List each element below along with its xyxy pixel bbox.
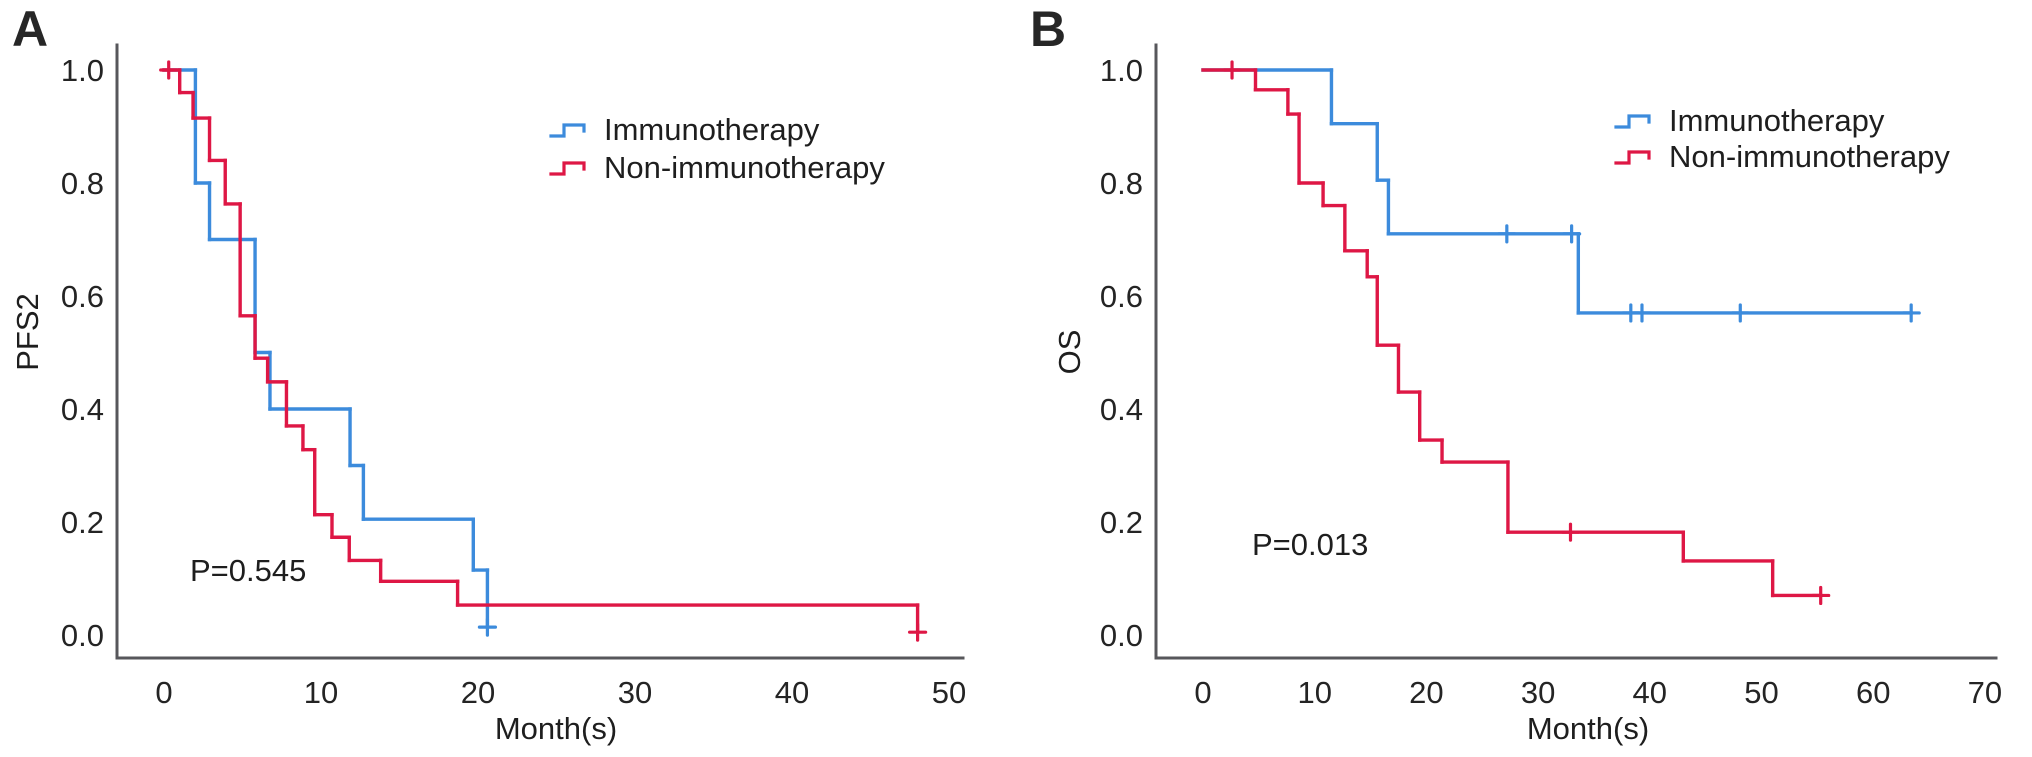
legend-item-immunotherapy: Immunotherapy — [549, 111, 885, 149]
axis-frame-a — [115, 43, 965, 660]
y-axis-title-pfs2: PFS2 — [10, 293, 45, 371]
y-tick-label-a: 0.8 — [61, 166, 104, 201]
legend-item-immunotherapy: Immunotherapy — [1614, 103, 1950, 139]
p-value-a: P=0.545 — [190, 553, 307, 588]
y-tick-label-a: 1.0 — [61, 53, 104, 88]
y-tick-label-b: 0.4 — [1100, 392, 1143, 427]
legend-item-non-immunotherapy: Non-immunotherapy — [1614, 139, 1950, 175]
km-step-icon — [549, 160, 586, 176]
km-step-icon — [549, 122, 586, 138]
y-tick-label-a: 0.0 — [61, 618, 104, 653]
x-tick-label-b: 40 — [1633, 675, 1667, 710]
legend-label-immunotherapy: Immunotherapy — [1669, 102, 1885, 138]
x-tick-label-b: 0 — [1194, 675, 1211, 710]
panel-letter-a: A — [12, 1, 49, 57]
y-tick-label-b: 1.0 — [1100, 53, 1143, 88]
legend-label-non-immunotherapy: Non-immunotherapy — [604, 149, 885, 185]
x-tick-label-a: 20 — [461, 675, 495, 710]
y-axis-title-os: OS — [1052, 329, 1087, 375]
x-tick-label-b: 70 — [1968, 675, 2002, 710]
y-tick-label-b: 0.6 — [1100, 279, 1143, 314]
y-tick-label-b: 0.0 — [1100, 618, 1143, 653]
x-axis-title-b: Month(s) — [1526, 711, 1650, 746]
km-step-icon — [1614, 149, 1651, 165]
x-tick-label-b: 20 — [1409, 675, 1443, 710]
legend-item-non-immunotherapy: Non-immunotherapy — [549, 149, 885, 187]
y-tick-label-a: 0.4 — [61, 392, 104, 427]
x-tick-label-b: 30 — [1521, 675, 1555, 710]
x-tick-label-a: 0 — [155, 675, 172, 710]
y-tick-label-b: 0.2 — [1100, 505, 1143, 540]
legend-label-non-immunotherapy: Non-immunotherapy — [1669, 138, 1950, 174]
x-tick-label-a: 10 — [304, 675, 338, 710]
x-tick-label-b: 50 — [1744, 675, 1778, 710]
x-tick-label-a: 30 — [618, 675, 652, 710]
x-axis-title-a: Month(s) — [494, 711, 618, 746]
y-tick-label-a: 0.6 — [61, 279, 104, 314]
legend-a: Immunotherapy Non-immunotherapy — [549, 111, 885, 187]
x-tick-label-b: 10 — [1297, 675, 1331, 710]
x-tick-label-b: 60 — [1856, 675, 1890, 710]
axis-frame-b — [1154, 43, 1998, 660]
legend-b: Immunotherapy Non-immunotherapy — [1614, 103, 1950, 175]
p-value-b: P=0.013 — [1252, 527, 1369, 562]
x-tick-label-a: 50 — [932, 675, 966, 710]
y-tick-label-a: 0.2 — [61, 505, 104, 540]
x-tick-label-a: 40 — [775, 675, 809, 710]
km-step-icon — [1614, 113, 1651, 129]
legend-label-immunotherapy: Immunotherapy — [604, 111, 820, 147]
y-tick-label-b: 0.8 — [1100, 166, 1143, 201]
panel-letter-b: B — [1030, 1, 1067, 57]
